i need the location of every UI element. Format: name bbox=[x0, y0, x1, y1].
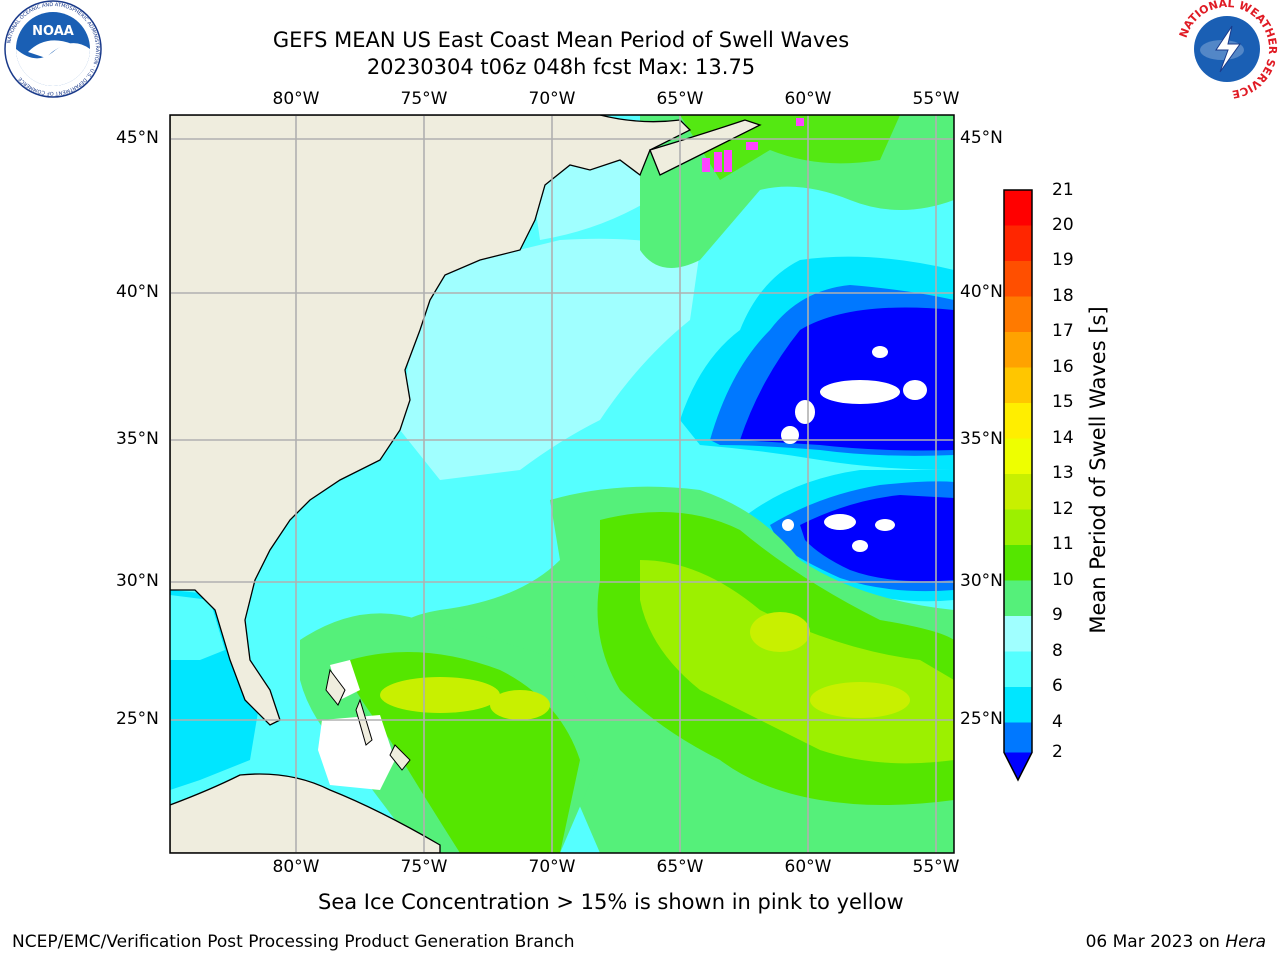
lat-label-left-30n: 30°N bbox=[116, 571, 159, 591]
footer-date-text: 06 Mar 2023 on bbox=[1085, 932, 1226, 952]
colorbar-tick: 13 bbox=[1052, 463, 1074, 483]
colorbar-tick: 20 bbox=[1052, 215, 1074, 235]
lat-label-left-25n: 25°N bbox=[116, 709, 159, 729]
map-field bbox=[170, 115, 954, 853]
lon-label-bottom-80w: 80°W bbox=[272, 857, 320, 877]
lon-label-bottom-75w: 75°W bbox=[400, 857, 448, 877]
noaa-logo-icon: NOAA NATIONAL OCEANIC AND ATMOSPHERIC AD… bbox=[4, 0, 102, 98]
sea-ice-footnote: Sea Ice Concentration > 15% is shown in … bbox=[318, 890, 904, 914]
lon-label-top-75w: 75°W bbox=[400, 89, 448, 109]
map-title: GEFS MEAN US East Coast Mean Period of S… bbox=[272, 28, 850, 52]
lon-label-top-65w: 65°W bbox=[656, 89, 704, 109]
colorbar bbox=[1003, 189, 1033, 782]
lat-label-left-35n: 35°N bbox=[116, 429, 159, 449]
colorbar-tick: 10 bbox=[1052, 570, 1074, 590]
nws-logo-icon: NATIONAL WEATHER SERVICE bbox=[1177, 0, 1278, 100]
lon-label-bottom-60w: 60°W bbox=[784, 857, 832, 877]
lat-label-left-40n: 40°N bbox=[116, 282, 159, 302]
lat-label-right-45n: 45°N bbox=[960, 128, 1003, 148]
lon-label-top-60w: 60°W bbox=[784, 89, 832, 109]
footer-host: Hera bbox=[1225, 932, 1266, 952]
colorbar-tick: 16 bbox=[1052, 357, 1074, 377]
colorbar-tick: 19 bbox=[1052, 250, 1074, 270]
colorbar-tick: 21 bbox=[1052, 180, 1074, 200]
map-frame bbox=[169, 114, 955, 854]
graticule bbox=[170, 115, 954, 853]
colorbar-tick: 4 bbox=[1052, 712, 1063, 732]
lat-label-left-45n: 45°N bbox=[116, 128, 159, 148]
colorbar-tick: 14 bbox=[1052, 428, 1074, 448]
colorbar-tick: 9 bbox=[1052, 605, 1063, 625]
land-north-america bbox=[170, 115, 692, 726]
footer-credit: NCEP/EMC/Verification Post Processing Pr… bbox=[12, 932, 575, 952]
noaa-logo-text: NOAA bbox=[32, 24, 74, 39]
lat-label-right-35n: 35°N bbox=[960, 429, 1003, 449]
lon-label-bottom-65w: 65°W bbox=[656, 857, 704, 877]
colorbar-tick: 18 bbox=[1052, 286, 1074, 306]
map-subtitle: 20230304 t06z 048h fcst Max: 13.75 bbox=[366, 55, 756, 79]
lat-label-right-30n: 30°N bbox=[960, 571, 1003, 591]
colorbar-tick: 2 bbox=[1052, 742, 1063, 762]
lon-label-top-80w: 80°W bbox=[272, 89, 320, 109]
lon-label-top-55w: 55°W bbox=[912, 89, 960, 109]
colorbar-tick: 6 bbox=[1052, 676, 1063, 696]
colorbar-tick: 17 bbox=[1052, 321, 1074, 341]
lon-label-top-70w: 70°W bbox=[528, 89, 576, 109]
colorbar-tick: 15 bbox=[1052, 392, 1074, 412]
colorbar-tick: 11 bbox=[1052, 534, 1074, 554]
footer-date: 06 Mar 2023 on Hera bbox=[1086, 932, 1266, 952]
colorbar-label: Mean Period of Swell Waves [s] bbox=[1086, 306, 1110, 634]
colorbar-tick: 12 bbox=[1052, 499, 1074, 519]
lon-label-bottom-70w: 70°W bbox=[528, 857, 576, 877]
colorbar-tick: 8 bbox=[1052, 641, 1063, 661]
land-cuba bbox=[170, 773, 441, 853]
lat-label-right-40n: 40°N bbox=[960, 282, 1003, 302]
lat-label-right-25n: 25°N bbox=[960, 709, 1003, 729]
lon-label-bottom-55w: 55°W bbox=[912, 857, 960, 877]
